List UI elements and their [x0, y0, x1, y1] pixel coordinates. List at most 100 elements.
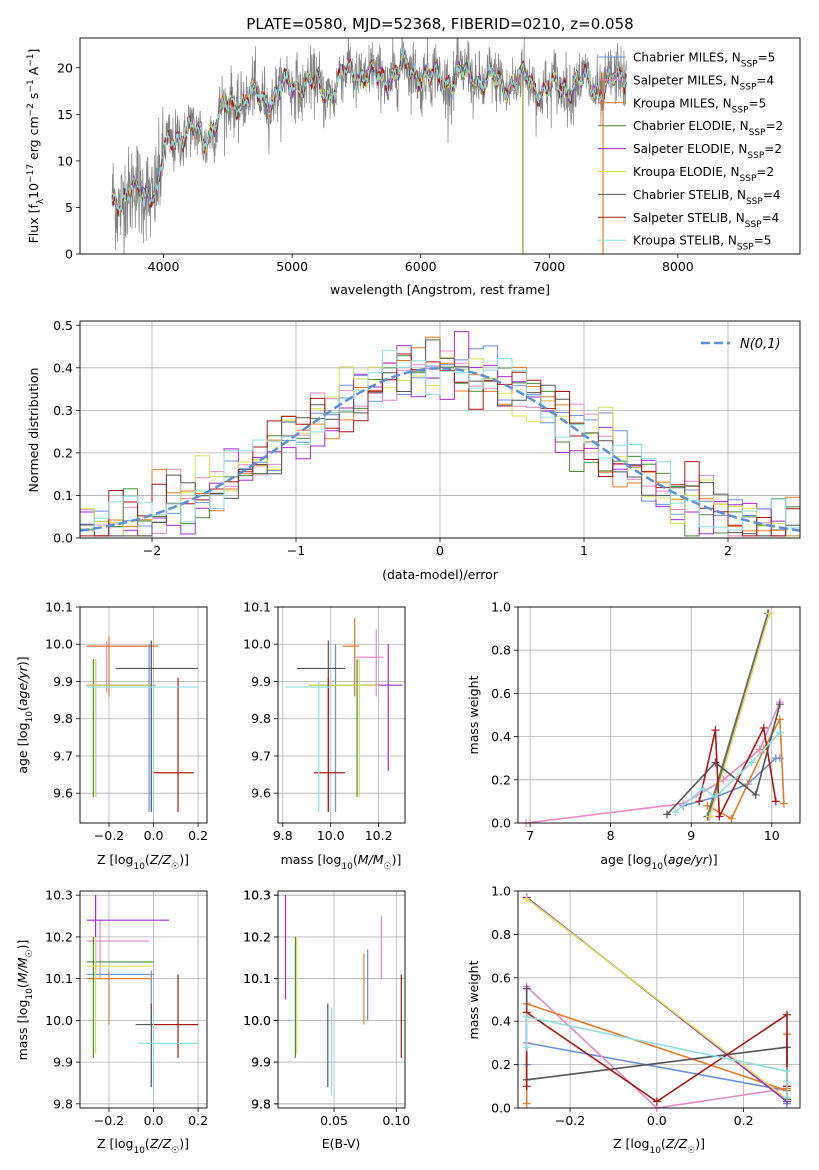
series-marker	[522, 984, 531, 993]
tick-label-y: 10.2	[243, 929, 271, 944]
tick-label-y: 9.8	[251, 1096, 271, 1111]
mass_vs_Z-frame	[79, 890, 208, 1109]
tick-label-y: 10	[57, 153, 73, 168]
label-part: (	[145, 1136, 150, 1151]
tick-label-y: 0.3	[53, 403, 73, 418]
series-marker	[711, 758, 720, 767]
legend-entry: Kroupa MILES, NSSP=5	[633, 96, 766, 115]
label-part: )]	[392, 852, 402, 867]
label-part: Z/Z	[149, 852, 172, 867]
series-marker	[711, 793, 720, 802]
label-part: SSP	[737, 243, 754, 253]
series-marker	[765, 609, 774, 618]
series-marker	[699, 784, 708, 793]
label-part: SSP	[749, 128, 766, 138]
figure-title: PLATE=0580, MJD=52368, FIBERID=0210, z=0…	[246, 15, 633, 33]
label-part: ☉	[171, 1146, 179, 1156]
tick-label-x: −2	[143, 543, 161, 558]
tick-label-x: 0.0	[647, 1113, 667, 1128]
age_vs_Z-axes: −0.2 0.0 0.2 9.6 9.7 9.8 9.9 10.0 10.1	[45, 600, 208, 844]
tick-label-y: 0.8	[491, 643, 511, 658]
label-part: Salpeter ELODIE, N	[633, 142, 747, 156]
tick-label-y: 10.0	[243, 637, 271, 652]
series-marker	[775, 700, 784, 709]
errorbar-point	[108, 644, 156, 812]
tick-label-y: 10.1	[45, 600, 73, 615]
weight-age-ylabel: mass weight	[466, 675, 481, 754]
tick-label-y: 9.8	[251, 711, 271, 726]
residuals-xlabel: (data-model)/error	[382, 567, 499, 582]
label-part: ]	[26, 49, 41, 54]
mass_vs_ebv-frame	[277, 890, 406, 1109]
tick-label-x: −0.2	[94, 1113, 124, 1128]
tick-label-x: 0	[436, 543, 444, 558]
tick-label-x: 7000	[533, 259, 565, 274]
tick-label-x: 0.0	[144, 828, 164, 843]
label-part: mass [log	[15, 1000, 30, 1061]
age-z-xlabel: Z [log10(Z/Z☉)]	[97, 852, 189, 872]
label-part: )]	[179, 1136, 189, 1151]
series-marker	[775, 728, 784, 737]
tick-label-y: 10.2	[243, 929, 271, 944]
label-part: Kroupa ELODIE, N	[633, 165, 740, 179]
weight_vs_Z-frame	[517, 890, 801, 1109]
tick-label-x: 6000	[405, 259, 437, 274]
tick-label-x: 0.10	[382, 1113, 410, 1128]
tick-label-y: 9.9	[53, 674, 73, 689]
mass-ebv-xlabel: E(B-V)	[322, 1136, 361, 1151]
tick-label-y: 20	[57, 60, 73, 75]
weight-z-xlabel: Z [log10(Z/Z☉)]	[613, 1136, 705, 1156]
tick-label-y: 0.6	[491, 686, 511, 701]
series-marker	[663, 810, 672, 819]
label-part: SSP	[732, 105, 749, 115]
label-part: =4	[762, 211, 780, 225]
series-marker	[522, 1099, 531, 1108]
legend-entry: Chabrier STELIB, NSSP=4	[633, 188, 781, 207]
label-part: Z [log	[97, 1136, 133, 1151]
label-part: 10	[25, 988, 35, 1000]
spectrum-model-line	[111, 50, 627, 217]
tick-label-y: 9.8	[53, 1096, 73, 1111]
tick-label-y: 0.0	[53, 531, 73, 546]
gaussian-curve	[80, 367, 800, 532]
tick-label-y: 10.0	[45, 637, 73, 652]
legend-entry: Chabrier ELODIE, NSSP=2	[633, 119, 783, 138]
label-part: erg cm	[26, 116, 41, 164]
tick-label-x: 1	[580, 543, 588, 558]
label-part: SSP	[747, 151, 764, 161]
label-part: ☉	[687, 1146, 695, 1156]
label-part: =2	[764, 142, 782, 156]
label-part: −1	[26, 54, 36, 67]
label-part: )]	[179, 852, 189, 867]
label-part: −2	[26, 103, 36, 116]
tick-label-y: 0.1	[53, 488, 73, 503]
series-line	[666, 703, 781, 815]
residuals-frame	[79, 320, 801, 539]
label-part: A	[26, 66, 41, 79]
tick-label-x: 10.0	[317, 828, 345, 843]
errorbar-point	[115, 640, 199, 812]
mass-z-ylabel: mass [log10(M/M☉)]	[15, 940, 35, 1061]
series-marker	[522, 1082, 531, 1091]
series-marker	[782, 1067, 791, 1076]
tick-label-y: 0.0	[491, 1101, 511, 1116]
histogram-step	[80, 349, 800, 532]
tick-label-y: 10.0	[45, 1013, 73, 1028]
series-marker	[522, 1043, 531, 1052]
label-part: (	[145, 852, 150, 867]
tick-label-y: 10.1	[243, 971, 271, 986]
label-part: age [log	[600, 852, 651, 867]
series-marker	[695, 797, 704, 806]
tick-label-y: 10.1	[243, 600, 271, 615]
label-part: mass [log	[281, 852, 342, 867]
label-part: (	[661, 1136, 666, 1151]
label-part: Chabrier ELODIE, N	[633, 119, 749, 133]
label-part: Z/Z	[149, 1136, 172, 1151]
legend-entry: N(0,1)	[740, 337, 781, 352]
series-marker	[782, 1077, 791, 1086]
series-marker	[522, 894, 531, 903]
tick-label-y: 9.7	[53, 748, 73, 763]
label-part: M/M	[15, 957, 30, 983]
errorbar-point	[297, 640, 346, 812]
